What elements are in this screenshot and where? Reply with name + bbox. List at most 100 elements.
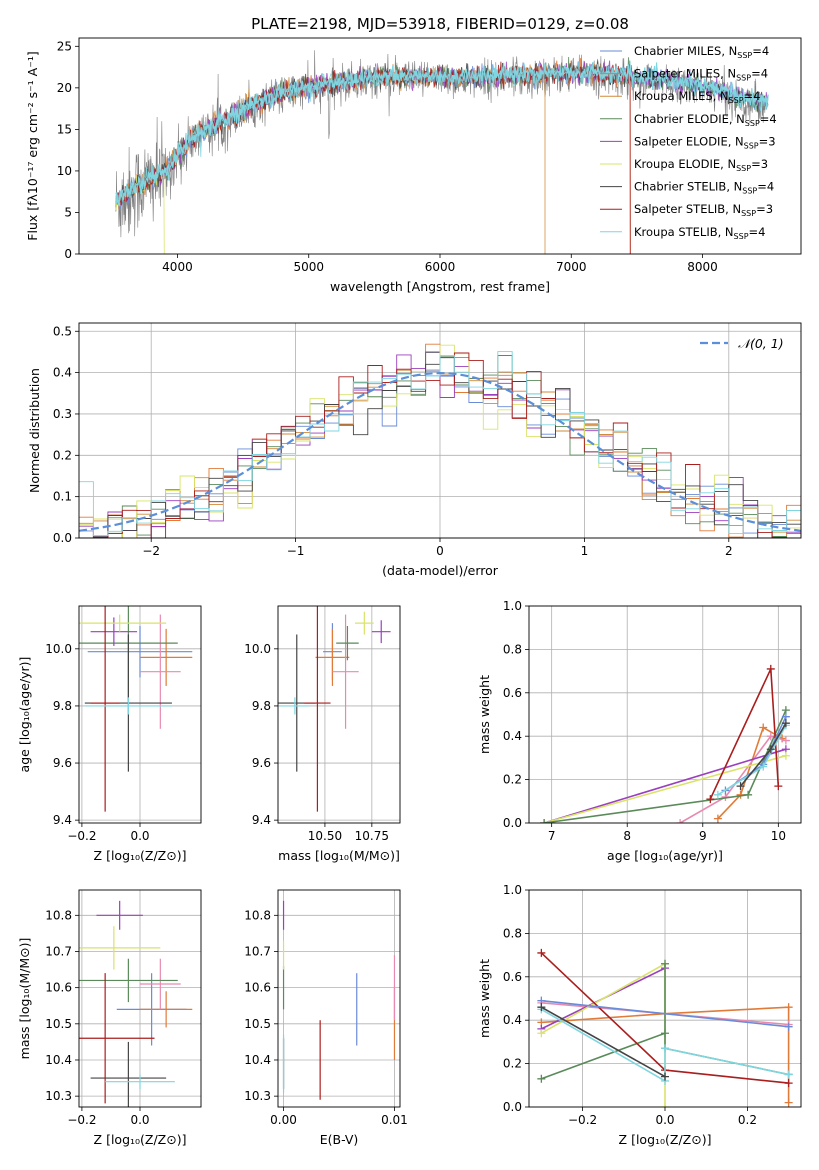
x-axis-label: Z [log₁₀(Z/Z⊙)] (94, 1132, 187, 1147)
axes-frame (78, 37, 802, 255)
mass_vs_Z-plot-area (79, 900, 193, 1107)
plus-marker (766, 745, 775, 754)
plus-marker (661, 1072, 669, 1081)
y-tick-label: 0.8 (503, 642, 522, 656)
age_vs_mass-plot-area (278, 606, 391, 812)
plus-marker (713, 790, 722, 799)
y-tick-label: 10.4 (244, 1053, 271, 1067)
weight-line (541, 962, 666, 1107)
x-tick-label: 6000 (425, 260, 456, 274)
x-tick-label: 7000 (556, 260, 587, 274)
residuals-panel: −2 −1 0 1 2 0.0 0.1 0.2 0.3 0.4 0.5 (data-model)/er… (27, 322, 802, 578)
y-tick-label: 10.7 (244, 944, 271, 958)
y-axis-label: mass [log₁₀(M/M⊙)] (17, 938, 32, 1060)
y-tick-label: 0.0 (503, 1100, 522, 1114)
x-axis-label: Z [log₁₀(Z/Z⊙)] (94, 848, 187, 863)
age_vs_Z-plot-area (79, 606, 193, 812)
y-tick-label: 10.6 (45, 981, 72, 995)
y-tick-label: 0.5 (53, 324, 72, 338)
axes-frame (78, 889, 202, 1108)
y-tick-label: 9.6 (53, 756, 72, 770)
x-tick-label: 10 (771, 829, 786, 843)
y-tick-label: 10.6 (244, 981, 271, 995)
x-tick-label: 8 (623, 829, 631, 843)
y-tick-label: 0.0 (503, 816, 522, 830)
x-tick-label: 7 (548, 829, 556, 843)
weight-line (541, 1006, 666, 1078)
x-tick-label: 0.0 (130, 1113, 149, 1127)
plus-marker (661, 1103, 669, 1107)
weight-line (543, 748, 787, 823)
weight_vs_Z-panel: −0.2 0.0 0.2 0.0 0.2 0.4 0.6 0.8 1.0 Z [log₁₀(Z/Z… (477, 883, 802, 1147)
x-tick-label: 0.01 (381, 1113, 408, 1127)
x-tick-label: −1 (287, 544, 305, 558)
plus-marker (774, 782, 783, 791)
x-tick-label: 1 (581, 544, 589, 558)
y-axis-label: Normed distribution (27, 368, 42, 493)
y-tick-label: 0.6 (503, 970, 522, 984)
x-tick-label: 2 (725, 544, 733, 558)
axes-frame (528, 605, 802, 824)
legend-label: Kroupa ELODIE, NSSP=3 (634, 157, 768, 173)
weight-line (541, 1006, 790, 1103)
x-tick-label: 10.50 (308, 829, 342, 843)
plus-marker (781, 751, 790, 760)
model-spectrum-line (115, 61, 631, 254)
age_vs_Z-panel: −0.2 0.0 9.4 9.6 9.8 10.0 Z [log₁₀(Z/Z⊙)] age [… (17, 605, 202, 863)
y-tick-label: 9.4 (252, 813, 271, 827)
mass_vs_ebv-panel: 0.00 0.01 10.3 10.4 10.5 10.6 10.7 10.8 E(B-V) (244, 889, 408, 1147)
x-tick-label: 4000 (162, 260, 193, 274)
axes-frame (277, 605, 401, 824)
y-tick-label: 9.4 (53, 813, 72, 827)
plus-marker (759, 762, 768, 771)
x-tick-label: 8000 (687, 260, 718, 274)
y-tick-label: 10.4 (45, 1053, 72, 1067)
y-tick-label: 10.3 (244, 1089, 271, 1103)
y-tick-label: 10.5 (45, 1017, 72, 1031)
spectrum-plot-area (115, 50, 769, 254)
weight_vs_age-panel: 7 8 9 10 0.0 0.2 0.4 0.6 0.8 1.0 age [log₁₀(age/yr… (477, 599, 802, 863)
x-axis-label: (data-model)/error (382, 563, 499, 578)
axes-frame (528, 889, 802, 1108)
plus-marker (676, 819, 685, 823)
y-axis-label: Flux [fλ10⁻¹⁷ erg cm⁻² s⁻¹ A⁻¹] (25, 51, 40, 240)
y-tick-label: 0.2 (503, 773, 522, 787)
x-tick-label: −0.2 (67, 1113, 96, 1127)
y-tick-label: 0.3 (53, 407, 72, 421)
legend-label: Kroupa STELIB, NSSP=4 (634, 225, 765, 241)
y-tick-label: 9.8 (252, 699, 271, 713)
y-tick-label: 0.0 (53, 531, 72, 545)
x-tick-label: 0.0 (130, 829, 149, 843)
y-tick-label: 10.0 (244, 642, 271, 656)
weight_vs_age-plot-area (540, 664, 790, 823)
x-tick-label: −0.2 (568, 1113, 597, 1127)
plus-marker (713, 814, 722, 823)
spectrum-panel: 4000 5000 6000 7000 8000 0 5 10 15 20 25 wavelength… (25, 37, 802, 294)
y-tick-label: 10.8 (45, 908, 72, 922)
weight-line (543, 754, 787, 823)
plus-marker (736, 782, 745, 791)
plus-marker (537, 948, 546, 957)
y-tick-label: 5 (64, 205, 72, 219)
plus-marker (661, 959, 669, 968)
y-tick-label: 0.1 (53, 490, 72, 504)
y-tick-label: 10.3 (45, 1089, 72, 1103)
y-tick-label: 0.2 (53, 448, 72, 462)
plus-marker (784, 1003, 793, 1012)
y-tick-label: 15 (57, 122, 72, 136)
y-tick-label: 10.7 (45, 944, 72, 958)
y-axis-label: mass weight (477, 959, 492, 1038)
y-tick-label: 0.4 (53, 366, 72, 380)
legend-label: Chabrier STELIB, NSSP=4 (634, 180, 774, 196)
plus-marker (784, 1098, 793, 1107)
y-tick-label: 0 (64, 247, 72, 261)
legend-label: Salpeter ELODIE, NSSP=3 (634, 134, 776, 150)
x-tick-label: 9 (699, 829, 707, 843)
y-tick-label: 1.0 (503, 599, 522, 613)
x-tick-label: −0.2 (67, 829, 96, 843)
y-axis-label: age [log₁₀(age/yr)] (17, 657, 32, 773)
y-tick-label: 0.2 (503, 1057, 522, 1071)
figure-title: PLATE=2198, MJD=53918, FIBERID=0129, z=0… (251, 15, 629, 33)
x-tick-label: 0.0 (655, 1113, 674, 1127)
